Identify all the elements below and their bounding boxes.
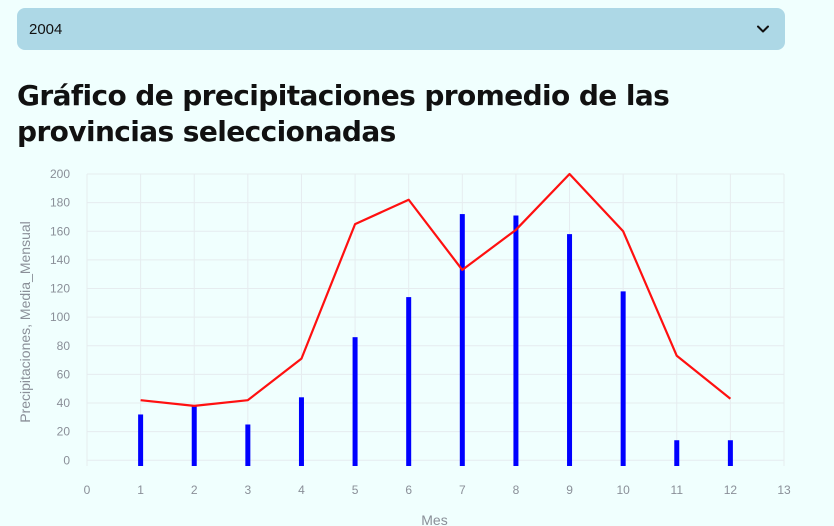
line-path (140, 172, 732, 407)
bar (567, 234, 573, 466)
bar (674, 440, 680, 466)
x-tick-label: 10 (616, 483, 630, 497)
x-axis-title: Mes (421, 512, 447, 526)
bar (406, 297, 412, 466)
x-tick-label: 7 (459, 483, 466, 497)
y-tick-label: 160 (50, 224, 70, 238)
y-tick-labels: 0 20 40 60 80 100 120 140 160 180 200 (50, 167, 70, 467)
y-tick-label: 0 (63, 453, 70, 467)
x-tick-label: 6 (405, 483, 412, 497)
bar (727, 440, 733, 466)
y-tick-label: 140 (50, 253, 70, 267)
y-tick-label: 180 (50, 196, 70, 210)
x-tick-label: 1 (137, 483, 144, 497)
bar (513, 215, 519, 466)
bar (298, 397, 304, 466)
x-tick-label: 8 (513, 483, 520, 497)
bar (459, 214, 465, 466)
bar (138, 414, 144, 466)
bar (191, 405, 197, 466)
chevron-down-icon (757, 25, 769, 33)
x-tick-label: 4 (298, 483, 305, 497)
bar (245, 424, 251, 466)
chart-title: Gráfico de precipitaciones promedio de l… (17, 79, 670, 148)
y-tick-label: 120 (50, 282, 70, 296)
chart-grid (86, 173, 785, 466)
x-tick-label: 0 (84, 483, 91, 497)
year-select[interactable]: 2004 (17, 8, 785, 50)
bar-series (138, 214, 733, 466)
bar (620, 291, 626, 466)
x-tick-label: 2 (191, 483, 198, 497)
y-tick-label: 100 (50, 310, 70, 324)
x-tick-label: 11 (671, 483, 684, 497)
y-tick-label: 40 (57, 396, 71, 410)
year-select-value: 2004 (29, 20, 63, 38)
y-tick-label: 200 (50, 167, 70, 181)
x-tick-label: 13 (777, 483, 791, 497)
y-axis-title: Precipitaciones, Media_Mensual (17, 221, 33, 423)
y-tick-label: 60 (57, 367, 71, 381)
y-tick-label: 20 (57, 425, 71, 439)
x-tick-labels: 0 1 2 3 4 5 6 7 8 9 10 11 12 13 (84, 483, 791, 497)
x-tick-label: 12 (724, 483, 738, 497)
x-tick-label: 3 (245, 483, 252, 497)
x-tick-label: 5 (352, 483, 359, 497)
bar (352, 337, 358, 466)
y-tick-label: 80 (57, 339, 71, 353)
x-tick-label: 9 (566, 483, 573, 497)
line-series (140, 172, 732, 407)
